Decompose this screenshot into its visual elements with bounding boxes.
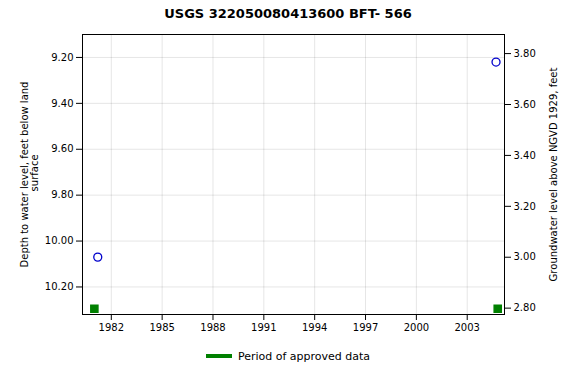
svg-text:1991: 1991 xyxy=(251,322,276,333)
svg-text:3.20: 3.20 xyxy=(514,201,536,212)
svg-text:3.60: 3.60 xyxy=(514,99,536,110)
svg-text:3.80: 3.80 xyxy=(514,48,536,59)
html-text:Period of approved data: Period of approved data xyxy=(237,349,371,363)
svg-text:1997: 1997 xyxy=(353,322,378,333)
svg-text:1994: 1994 xyxy=(302,322,327,333)
svg-text:2.80: 2.80 xyxy=(514,302,536,313)
svg-text:3.00: 3.00 xyxy=(514,251,536,262)
html-text:USGS 322050080413600 BFT- 566: USGS 322050080413600 BFT- 566 xyxy=(164,6,412,21)
svg-text:1988: 1988 xyxy=(200,322,225,333)
svg-text:Groundwater level above NGVD 1: Groundwater level above NGVD 1929, feet xyxy=(548,68,559,282)
svg-text:9.60: 9.60 xyxy=(51,143,73,154)
svg-text:3.40: 3.40 xyxy=(514,150,536,161)
svg-text:9.20: 9.20 xyxy=(51,52,73,63)
svg-text:2000: 2000 xyxy=(404,322,429,333)
svg-text:1982: 1982 xyxy=(99,322,124,333)
svg-text:9.80: 9.80 xyxy=(51,189,73,200)
svg-text:1985: 1985 xyxy=(149,322,174,333)
svg-text:10.00: 10.00 xyxy=(45,235,74,246)
svg-text:9.40: 9.40 xyxy=(51,98,73,109)
svg-text:10.20: 10.20 xyxy=(45,281,74,292)
svg-text:Depth to water level, feet bel: Depth to water level, feet below land su… xyxy=(19,82,40,268)
svg-text:2003: 2003 xyxy=(454,322,479,333)
